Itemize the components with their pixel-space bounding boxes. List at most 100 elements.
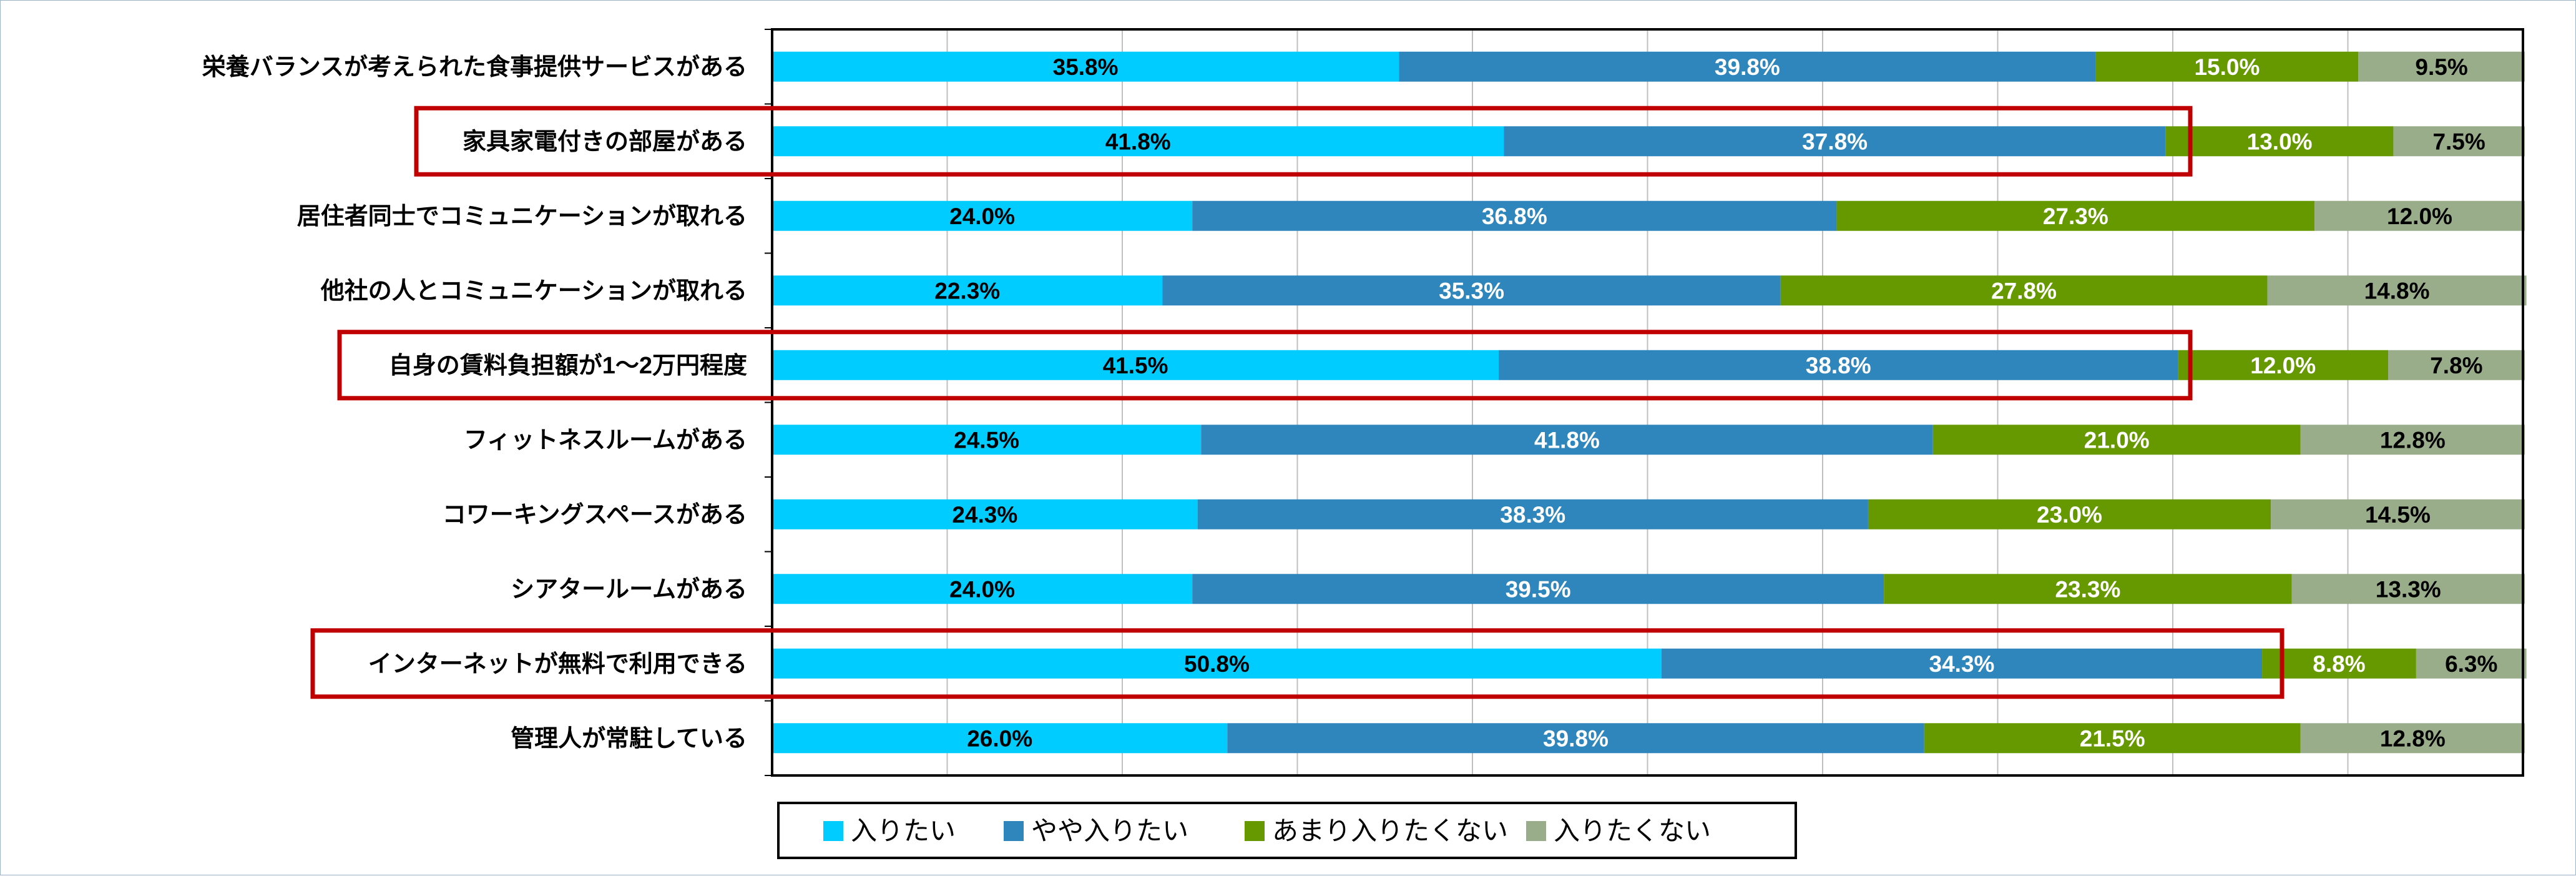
data-label: 23.0% xyxy=(2037,502,2102,528)
category-label: 栄養バランスが考えられた食事提供サービスがある xyxy=(202,54,747,81)
bar-segment xyxy=(2267,275,2527,306)
highlight-boxes xyxy=(310,106,2285,699)
category-label: インターネットが無料で利用できる xyxy=(368,651,747,677)
bar-segment xyxy=(2393,126,2525,157)
bar-segment xyxy=(2314,200,2525,231)
data-label: 8.8% xyxy=(2313,651,2365,677)
category-label: 管理人が常駐している xyxy=(511,726,747,752)
bar-segment xyxy=(2358,51,2525,82)
axis-ticks xyxy=(765,29,772,776)
bar-segment xyxy=(1201,425,1933,455)
legend: 入りたい やや入りたい あまり入りたくない 入りたくない xyxy=(777,802,1797,859)
data-label: 41.8% xyxy=(1105,129,1171,154)
bar-segment xyxy=(1884,574,2292,604)
bar-segment xyxy=(1924,723,2301,754)
data-label: 7.5% xyxy=(2432,129,2485,154)
data-label: 6.3% xyxy=(2445,651,2497,677)
bar-segment xyxy=(1932,425,2301,455)
data-label: 24.3% xyxy=(952,502,1017,528)
legend-box xyxy=(777,802,1797,859)
bar-segment xyxy=(1499,350,2178,380)
data-label: 23.3% xyxy=(2055,576,2120,602)
data-label: 24.0% xyxy=(949,576,1015,602)
category-label: シアタールームがある xyxy=(511,576,747,603)
category-label: 他社の人とコミュニケーションが取れる xyxy=(320,278,747,304)
data-label: 22.3% xyxy=(934,278,1000,303)
data-label: 12.8% xyxy=(2380,726,2446,751)
bar-segment xyxy=(1162,275,1781,306)
data-label: 24.5% xyxy=(954,427,1019,453)
data-label: 12.0% xyxy=(2387,204,2452,229)
legend-entry: やや入りたい xyxy=(1031,816,1188,845)
bar-segment xyxy=(2095,51,2359,82)
category-label: 居住者同士でコミュニケーションが取れる xyxy=(297,204,747,230)
category-label: 家具家電付きの部屋がある xyxy=(463,129,747,155)
data-label: 50.8% xyxy=(1184,651,1250,677)
data-label: 39.8% xyxy=(1715,54,1780,80)
legend-entry: 入りたくない xyxy=(1554,816,1711,845)
highlight-box xyxy=(414,106,2193,177)
bar-segment xyxy=(772,200,1193,231)
data-label: 41.5% xyxy=(1103,353,1168,378)
bar-segment xyxy=(772,648,1662,679)
bar-segment xyxy=(772,51,1399,82)
data-label: 13.0% xyxy=(2247,129,2313,154)
bar-segment xyxy=(2291,574,2525,604)
bar-segment xyxy=(772,574,1193,604)
bar-segment xyxy=(1192,200,1837,231)
bar-segment xyxy=(772,275,1163,306)
legend-swatch xyxy=(1004,821,1024,841)
data-label: 27.3% xyxy=(2043,204,2108,229)
bar-segment xyxy=(772,350,1499,380)
bar-segment xyxy=(2300,723,2525,754)
value-labels: 35.8% 39.8% 15.0% 9.5% 41.8% 37.8% 13.0% 7.5% 24… xyxy=(934,54,2497,752)
bar-segment xyxy=(1399,51,2096,82)
data-label: 9.5% xyxy=(2415,54,2467,80)
bar-segment xyxy=(1868,499,2271,529)
data-label: 37.8% xyxy=(1802,129,1868,154)
bar-segment xyxy=(2178,350,2389,380)
data-label: 7.8% xyxy=(2430,353,2482,378)
category-label: フィットネスルームがある xyxy=(464,427,747,453)
data-label: 39.5% xyxy=(1506,576,1571,602)
bar-segment xyxy=(2271,499,2525,529)
data-label: 39.8% xyxy=(1543,726,1609,751)
bar-segment xyxy=(772,723,1228,754)
data-label: 38.8% xyxy=(1806,353,1871,378)
legend-entry: 入りたい xyxy=(851,816,956,845)
bar-segment xyxy=(772,126,1504,157)
data-label: 35.8% xyxy=(1053,54,1119,80)
data-label: 21.5% xyxy=(2080,726,2145,751)
bar-segment xyxy=(772,425,1202,455)
data-label: 13.3% xyxy=(2376,576,2441,602)
data-label: 27.8% xyxy=(1991,278,2057,303)
data-label: 26.0% xyxy=(967,726,1032,751)
data-label: 14.5% xyxy=(2365,502,2431,528)
bar-segment xyxy=(2165,126,2394,157)
data-label: 41.8% xyxy=(1534,427,1600,453)
category-label: コワーキングスペースがある xyxy=(443,502,747,528)
legend-entry: あまり入りたくない xyxy=(1272,816,1508,845)
bars xyxy=(772,51,2527,754)
bar-segment xyxy=(2388,350,2525,380)
bar-segment xyxy=(2416,648,2527,679)
bar-segment xyxy=(2262,648,2416,679)
bar-segment xyxy=(2300,425,2525,455)
data-label: 21.0% xyxy=(2084,427,2150,453)
highlight-box xyxy=(310,628,2285,699)
bar-segment xyxy=(1780,275,2268,306)
category-label: 自身の賃料負担額が1～2万円程度 xyxy=(389,353,747,379)
bar-segment xyxy=(1836,200,2315,231)
data-label: 35.3% xyxy=(1439,278,1504,303)
bar-segment xyxy=(1227,723,1924,754)
legend-swatch xyxy=(823,821,843,841)
legend-swatch xyxy=(1526,821,1546,841)
data-label: 14.8% xyxy=(2364,278,2430,303)
category-labels: 栄養バランスが考えられた食事提供サービスがある家具家電付きの部屋がある居住者同士… xyxy=(202,54,747,752)
bar-segment xyxy=(1192,574,1884,604)
bar-segment xyxy=(1661,648,2263,679)
bar-segment xyxy=(1197,499,1868,529)
data-label: 12.8% xyxy=(2380,427,2446,453)
